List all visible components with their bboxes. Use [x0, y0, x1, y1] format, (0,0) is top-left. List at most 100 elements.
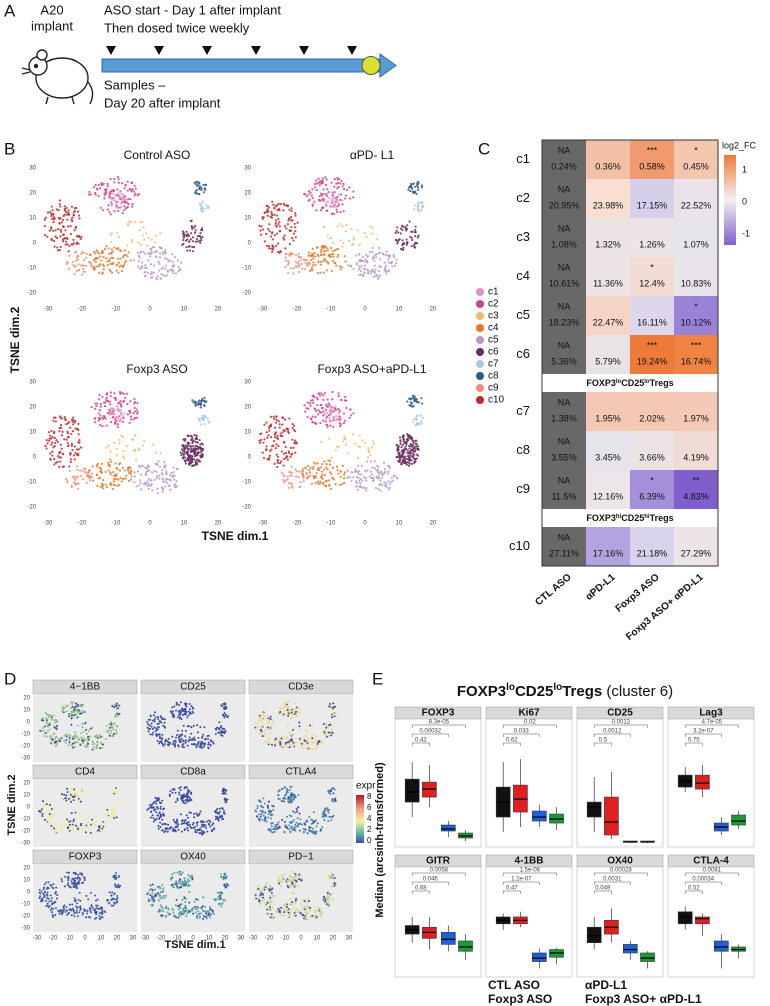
tsne-point — [277, 202, 280, 205]
y-tick-label: 10 — [29, 430, 36, 436]
tsne-point — [395, 443, 399, 446]
tsne-point — [198, 439, 201, 442]
tsne-point — [200, 442, 203, 445]
tsne-point — [166, 258, 169, 261]
tsne-point — [58, 222, 61, 225]
expr-point — [267, 729, 270, 732]
tsne-point — [327, 191, 330, 194]
expr-point — [268, 721, 271, 724]
tsne-point — [395, 262, 398, 265]
y-tick-label: -30 — [21, 756, 30, 762]
expr-point — [297, 710, 300, 713]
x-tick-label: -10 — [112, 307, 121, 313]
expr-point — [146, 720, 149, 723]
expr-point — [110, 904, 113, 907]
expr-point — [174, 791, 177, 794]
tsne-point — [54, 420, 57, 423]
tsne-point — [76, 487, 80, 491]
cell-flag: NA — [558, 184, 571, 194]
expr-point — [60, 880, 63, 883]
expr-point — [172, 740, 175, 743]
tsne-point — [388, 256, 391, 259]
tsne-point — [184, 462, 188, 465]
tsne-point — [101, 183, 104, 186]
expr-point — [260, 805, 263, 808]
tsne-point — [338, 483, 341, 486]
expr-point — [185, 798, 188, 801]
tsne-point — [136, 402, 139, 405]
tsne-point — [58, 430, 61, 433]
tsne-point — [340, 266, 344, 269]
expr-point — [74, 879, 77, 882]
expr-point — [203, 821, 206, 824]
tsne-point — [48, 229, 51, 232]
tsne-point — [147, 482, 150, 485]
tsne-point — [110, 248, 113, 251]
caption-band — [542, 509, 718, 527]
tsne-point — [276, 434, 279, 437]
tsne-point — [191, 236, 194, 239]
tsne-point — [332, 419, 335, 422]
tsne-point — [199, 454, 202, 457]
expr-point — [269, 731, 272, 734]
expr-point — [73, 912, 76, 915]
tsne-point — [105, 188, 108, 191]
tsne-point — [135, 416, 139, 419]
expr-point — [162, 724, 165, 727]
tsne-point — [287, 451, 291, 455]
tsne-point — [73, 209, 76, 213]
tsne-point — [98, 409, 101, 412]
expr-point — [80, 705, 83, 708]
tsne-point — [138, 229, 141, 232]
expr-point — [185, 739, 188, 742]
expr-point — [149, 816, 152, 819]
x-tick-label: -20 — [293, 307, 302, 313]
tsne-point — [408, 447, 411, 450]
column-label: CTL ASO — [533, 572, 573, 608]
tsne-point — [343, 399, 347, 402]
tsne-point — [371, 268, 374, 271]
y-tick-label: -20 — [242, 291, 251, 297]
tsne-point — [101, 395, 104, 398]
tsne-point — [111, 256, 115, 260]
tsne-point — [260, 225, 263, 228]
expr-point — [41, 726, 44, 729]
tsne-point — [127, 471, 131, 474]
tsne-point — [173, 483, 176, 486]
row-label: c3 — [516, 229, 530, 244]
tsne-point — [139, 488, 143, 491]
expr-point — [49, 803, 52, 806]
tsne-point — [354, 442, 357, 445]
tsne-point — [186, 249, 189, 252]
tsne-point — [311, 266, 314, 269]
heatmap-cell — [674, 431, 718, 470]
expr-point — [147, 718, 150, 721]
expr-point — [67, 744, 70, 747]
expr-point — [73, 899, 76, 902]
tsne-point — [71, 260, 75, 264]
expr-point — [285, 702, 288, 705]
tsne-point — [81, 469, 84, 473]
cell-flag: * — [694, 145, 698, 155]
tsne-point — [139, 481, 142, 485]
tsne-point — [320, 253, 323, 257]
expr-point — [297, 806, 300, 809]
tsne-point — [118, 249, 122, 252]
legend-label: c4 — [488, 323, 499, 334]
expr-point — [190, 732, 193, 735]
expr-point — [280, 741, 283, 744]
expr-point — [312, 747, 315, 750]
tsne-point — [319, 260, 323, 264]
expr-point — [162, 717, 165, 720]
expr-point — [287, 723, 290, 726]
tsne-point — [339, 222, 342, 226]
tsne-point — [336, 445, 339, 448]
tsne-point — [342, 422, 346, 425]
expr-point — [113, 722, 116, 725]
tsne-point — [335, 205, 338, 208]
expr-point — [159, 715, 162, 718]
tsne-point — [119, 400, 122, 403]
tsne-point — [117, 192, 120, 195]
tsne-point — [412, 441, 415, 445]
expr-point — [112, 728, 115, 731]
